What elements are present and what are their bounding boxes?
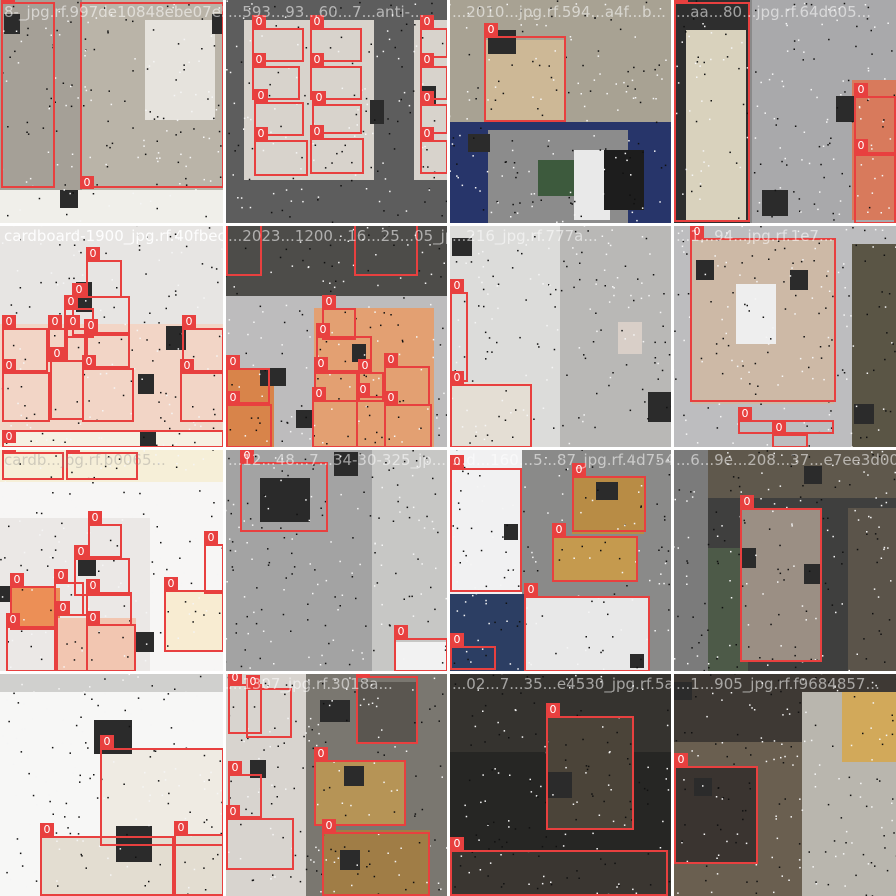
bbox-class-label: 0 [2,448,16,452]
bbox-class-label: 0 [182,315,196,328]
bbox-class-label: 0 [420,127,434,140]
bbox-class-label: 0 [450,455,464,468]
bbox-class-label: 0 [72,283,86,296]
bbox-class-label: 0 [740,495,754,508]
bbox-class-label: 0 [310,125,324,138]
bbox-class-label: 0 [312,91,326,104]
bbox-class-label: 0 [48,315,62,328]
bbox-class-label: 0 [56,601,70,614]
bbox-class-label: 0 [82,355,96,368]
mosaic-tile-12: 0 ...6...9e...208...37...e7ee3d00d8c... [672,448,896,672]
bbox-class-label: 0 [450,371,464,384]
bbox-class-label: 0 [226,805,240,818]
bbox-class-label: 0 [80,176,94,189]
bbox-class-label: 0 [204,531,218,544]
bbox-class-label: 0 [50,347,64,360]
mosaic-tile-16: 0 ...1...905_jpg.rf.f9684857... [672,672,896,896]
bbox-class-label: 0 [546,703,560,716]
mosaic-tile-7: 0 0 ...216_jpg.rf.777a... [448,224,672,448]
bbox-class-label: 0 [6,613,20,626]
bbox-class-label: 0 [384,353,398,366]
bbox-class-label: 0 [254,127,268,140]
bbox-class-label: 0 [240,449,254,462]
mosaic-tile-13: 0 0 0 [0,672,224,896]
bbox-class-label: 0 [484,23,498,36]
bbox-class-label: 0 [2,359,16,372]
bbox-class-label: 0 [356,672,370,676]
bbox-class-label: 0 [674,753,688,766]
bbox-class-label: 0 [772,421,786,434]
bbox-class-label: 0 [246,675,260,688]
bbox-class-label: 0 [854,83,868,96]
mosaic-tile-9: 0 0 0 0 0 0 0 0 0 0 0 0 cardb...jpg.rf.b… [0,448,224,672]
bbox-class-label: 0 [74,545,88,558]
bbox-class-label: 0 [86,611,100,624]
bbox-class-label: 0 [316,323,330,336]
bbox-class-label: 0 [180,359,194,372]
bbox-class-label: 0 [54,569,68,582]
bbox-class-label: 0 [394,625,408,638]
mosaic-tile-14: 0 0 0 0 0 0 0 ...1307_jpg.rf.3018a... [224,672,448,896]
mosaic-tile-5: 0 0 0 0 0 0 0 0 0 0 0 0 0 cardboard-1900… [0,224,224,448]
bbox-class-label: 0 [312,387,326,400]
bbox-class-label: 0 [450,837,464,850]
bbox-class-label: 0 [88,511,102,524]
mosaic-tile-2: 0 0 0 0 0 0 0 0 0 0 0 0 ...593...93...60… [224,0,448,224]
bbox-class-label: 0 [322,819,336,832]
bbox-class-label: 0 [164,577,178,590]
bbox-class-label: 0 [572,463,586,476]
bbox-class-label: 0 [314,747,328,760]
mosaic-tile-1: 0 0 8-_jpg.rf.997de10848ebe07e59... [0,0,224,224]
bbox-class-label: 0 [356,383,370,396]
bbox-class-label: 0 [420,53,434,66]
bbox-class-label: 0 [254,89,268,102]
bbox-class-label: 0 [228,672,242,684]
mosaic-tile-4: 0 0 0 ...aa...80...jpg.rf.64d605... [672,0,896,224]
bbox-class-label: 0 [2,315,16,328]
bbox-class-label: 0 [1,0,15,2]
bbox-class-label: 0 [450,633,464,646]
bbox-class-label: 0 [66,315,80,328]
bbox-class-label: 0 [524,583,538,596]
bbox-class-label: 0 [252,15,266,28]
bbox-class-label: 0 [314,357,328,370]
bbox-class-label: 0 [66,448,80,452]
bbox-class-label: 0 [2,430,16,443]
bbox-class-label: 0 [226,355,240,368]
bbox-class-label: 0 [228,761,242,774]
bbox-class-label: 0 [690,225,704,238]
bbox-class-label: 0 [64,295,78,308]
bbox-class-label: 0 [552,523,566,536]
bbox-class-label: 0 [420,91,434,104]
mosaic-tile-8: 0 0 0 ...1...94...jpg.rf.1e7... [672,224,896,448]
bbox-class-label: 0 [100,735,114,748]
bbox-class-label: 0 [10,573,24,586]
mosaic-tile-15: 0 0 ...02...7...35...e4530_jpg.rf.5af... [448,672,672,896]
bbox-class-label: 0 [322,295,336,308]
bbox-class-label: 0 [358,359,372,372]
bbox-class-label: 0 [84,319,98,332]
bbox-class-label: 0 [252,53,266,66]
bbox-class-label: 0 [384,391,398,404]
bbox-class-label: 0 [40,823,54,836]
bbox-class-label: 0 [738,407,752,420]
bbox-class-label: 0 [450,279,464,292]
bbox-class-label: 0 [420,15,434,28]
bbox-class-label: 0 [310,53,324,66]
bbox-class-label: 0 [310,15,324,28]
mosaic-tile-10: 0 0 ...12...48...7...34-30-325_jp... [224,448,448,672]
mosaic-tile-6: 0 0 0 0 0 0 0 0 0 0 0 0 ...2023...1200..… [224,224,448,448]
bbox-class-label: 0 [86,247,100,260]
bbox-class-label: 0 [174,821,188,834]
mosaic-tile-11: 0 0 0 0 0 ...d...160...5...87_jpg.rf.4d7… [448,448,672,672]
mosaic-tile-3: 0 ...2010...jpg.rf.594...a4f...b... [448,0,672,224]
bbox-class-label: 0 [674,0,688,2]
bbox-class-label: 0 [854,139,868,152]
bbox-class-label: 0 [226,391,240,404]
bbox-class-label: 0 [86,579,100,592]
